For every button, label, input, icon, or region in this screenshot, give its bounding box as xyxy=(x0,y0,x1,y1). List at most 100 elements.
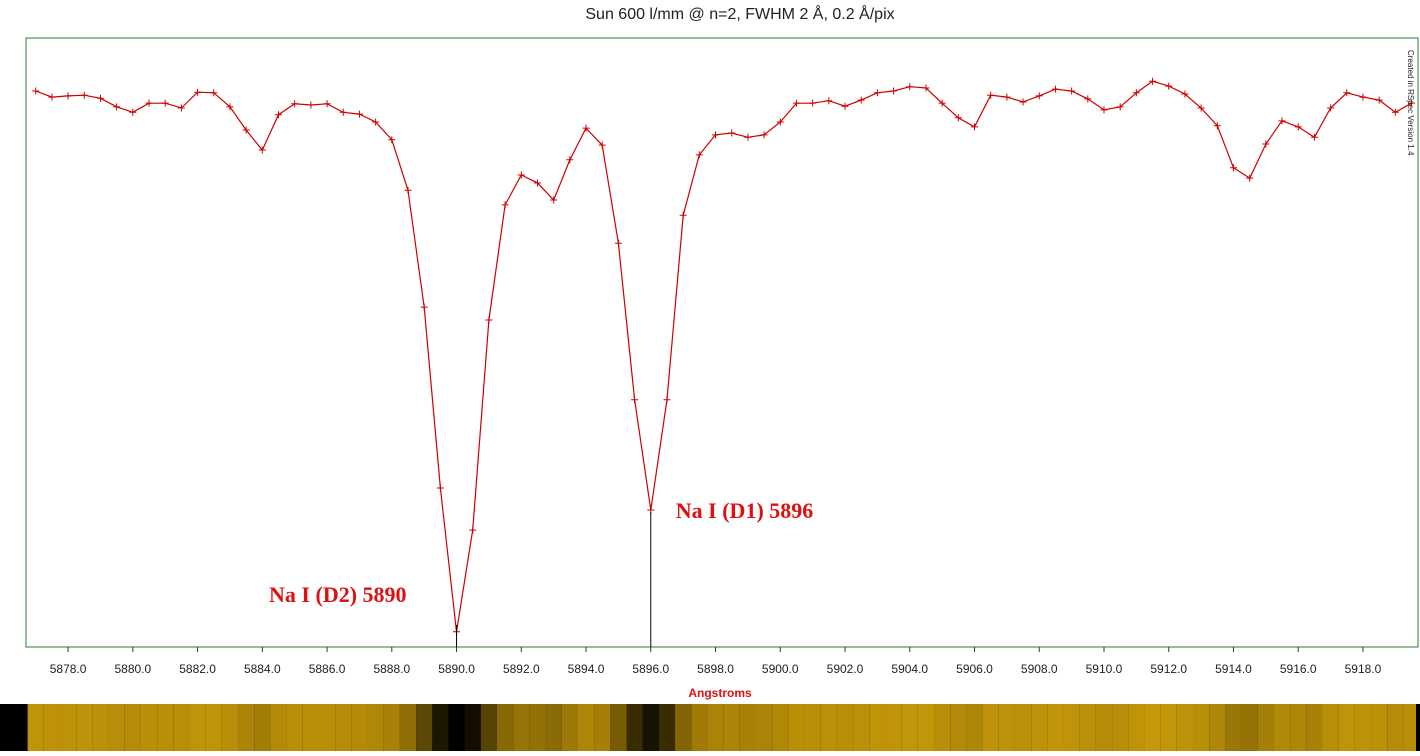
point-marker xyxy=(1375,96,1383,104)
point-marker xyxy=(420,303,428,311)
x-tick-label: 5908.0 xyxy=(1021,662,1058,676)
annotation-label: Na I (D1) 5896 xyxy=(676,498,814,523)
point-marker xyxy=(194,88,202,96)
chart-title: Sun 600 l/mm @ n=2, FWHM 2 Å, 0.2 Å/pix xyxy=(585,4,894,23)
strip-band xyxy=(367,704,384,751)
point-marker xyxy=(113,103,121,111)
point-marker xyxy=(210,89,218,97)
point-marker xyxy=(598,141,606,149)
strip-band xyxy=(286,704,303,751)
strip-band xyxy=(1176,704,1194,751)
strip-band xyxy=(1209,704,1226,751)
strip-band xyxy=(254,704,271,751)
point-marker xyxy=(809,99,817,107)
x-tick-label: 5880.0 xyxy=(114,662,151,676)
x-tick-label: 5910.0 xyxy=(1086,662,1123,676)
strip-band xyxy=(1322,704,1339,751)
x-tick-label: 5884.0 xyxy=(244,662,281,676)
strip-band xyxy=(1371,704,1388,751)
point-marker xyxy=(728,129,736,137)
point-marker xyxy=(48,93,56,101)
point-marker xyxy=(307,101,315,109)
point-marker xyxy=(226,103,234,111)
x-tick-label: 5914.0 xyxy=(1215,662,1252,676)
point-marker xyxy=(1246,174,1254,182)
point-marker xyxy=(582,124,590,132)
strip-band xyxy=(1095,704,1113,751)
strip-band xyxy=(529,704,546,751)
point-marker xyxy=(32,87,40,95)
strip-band xyxy=(901,704,918,751)
x-tick-label: 5904.0 xyxy=(891,662,928,676)
point-marker xyxy=(614,239,622,247)
x-tick-label: 5894.0 xyxy=(568,662,605,676)
point-marker xyxy=(1019,98,1027,106)
point-marker xyxy=(1213,122,1221,130)
strip-band xyxy=(545,704,562,751)
strip-band xyxy=(998,704,1015,751)
point-marker xyxy=(890,87,898,95)
point-marker xyxy=(1229,164,1237,172)
point-marker xyxy=(1132,89,1140,97)
x-tick-label: 5882.0 xyxy=(179,662,216,676)
point-marker xyxy=(501,201,509,209)
point-marker xyxy=(1035,92,1043,100)
point-marker xyxy=(776,118,784,126)
strip-band xyxy=(238,704,255,751)
strip-band xyxy=(755,704,773,751)
point-marker xyxy=(906,83,914,91)
strip-band xyxy=(772,704,789,751)
strip-band xyxy=(610,704,627,751)
x-tick-label: 5900.0 xyxy=(762,662,799,676)
strip-band xyxy=(869,704,886,751)
point-marker xyxy=(695,151,703,159)
strip-band xyxy=(917,704,935,751)
strip-band xyxy=(124,704,141,751)
point-marker xyxy=(792,99,800,107)
spectrum-line xyxy=(35,80,1412,632)
annotation-label: Na I (D2) 5890 xyxy=(269,582,407,607)
strip-band xyxy=(1338,704,1355,751)
strip-band xyxy=(399,704,417,751)
strip-band xyxy=(1306,704,1323,751)
strip-band xyxy=(173,704,190,751)
point-marker xyxy=(404,186,412,194)
point-marker xyxy=(760,131,768,139)
point-marker xyxy=(1359,93,1367,101)
point-marker xyxy=(954,114,962,122)
point-marker xyxy=(825,97,833,105)
strip-band xyxy=(966,704,983,751)
point-marker xyxy=(372,118,380,126)
strip-band xyxy=(707,704,724,751)
strip-band xyxy=(383,704,400,751)
strip-band xyxy=(723,704,740,751)
point-marker xyxy=(145,99,153,107)
strip-band xyxy=(1160,704,1177,751)
point-marker xyxy=(922,84,930,92)
strip-band xyxy=(140,704,158,751)
point-marker xyxy=(1262,140,1270,148)
strip-band xyxy=(691,704,708,751)
strip-band xyxy=(318,704,336,751)
strip-band xyxy=(950,704,967,751)
strip-band xyxy=(853,704,870,751)
strip-band xyxy=(836,704,854,751)
strip-band xyxy=(27,704,44,751)
strip-band xyxy=(1047,704,1064,751)
strip-band xyxy=(1128,704,1145,751)
point-marker xyxy=(339,108,347,116)
point-marker xyxy=(938,99,946,107)
strip-band xyxy=(480,704,498,751)
plot-frame xyxy=(25,37,1419,648)
x-tick-label: 5886.0 xyxy=(309,662,346,676)
strip-band xyxy=(432,704,449,751)
x-tick-label: 5878.0 xyxy=(50,662,87,676)
point-marker xyxy=(1278,117,1286,125)
point-marker xyxy=(712,131,720,139)
strip-band xyxy=(270,704,287,751)
strip-band xyxy=(642,704,659,751)
strip-band xyxy=(205,704,222,751)
point-marker xyxy=(1408,99,1416,107)
